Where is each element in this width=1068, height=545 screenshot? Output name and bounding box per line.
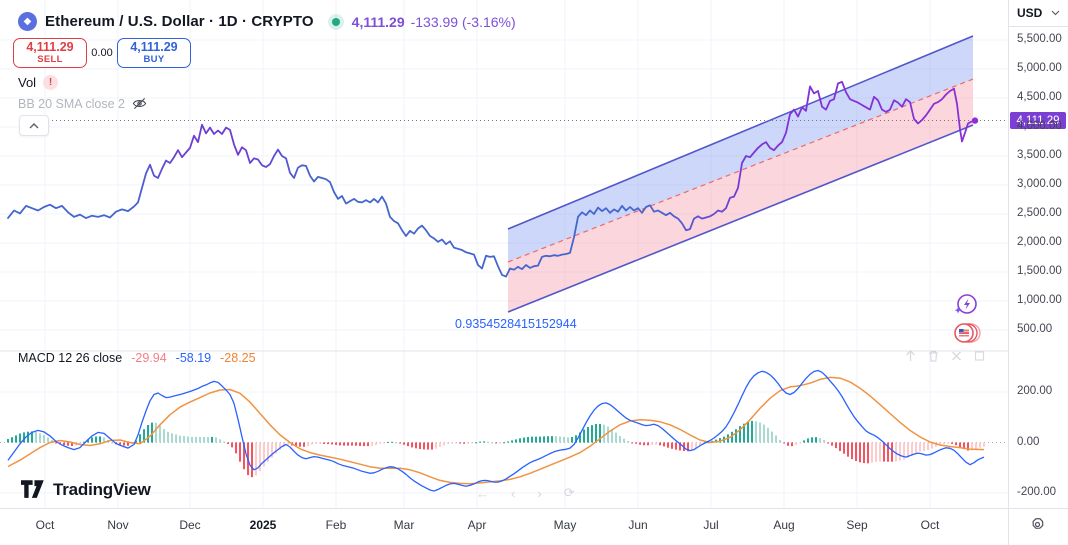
move-pane-up-icon[interactable] [905, 350, 916, 362]
eye-off-icon[interactable] [132, 96, 147, 111]
axis-settings-gear-icon[interactable] [1029, 516, 1046, 533]
price-tick-label: 5,500.00 [1017, 33, 1062, 45]
reset-chart-icon[interactable]: ⟳ [563, 485, 575, 500]
chevron-up-icon [29, 122, 39, 128]
axis-separator [1008, 509, 1009, 545]
price-tick-label: 500.00 [1017, 323, 1053, 335]
price-tick-label: 3,500.00 [1017, 149, 1062, 161]
chart-svg [0, 0, 1008, 508]
sell-button[interactable]: 4,111.29 SELL [13, 38, 87, 68]
last-price-value: 4,111.29 [351, 13, 405, 30]
time-axis-label: Apr [467, 518, 487, 532]
ethereum-logo-icon: ◆ [18, 12, 37, 31]
price-tick-label: 1,000.00 [1017, 294, 1062, 306]
time-axis-label: 2025 [249, 518, 277, 532]
step-forward-icon[interactable]: › [537, 485, 542, 501]
currency-label: USD [1017, 6, 1043, 20]
macd-signal-value: -28.25 [220, 351, 256, 365]
price-tick-label: 3,000.00 [1017, 178, 1062, 190]
macd-tick-label: 200.00 [1017, 385, 1053, 397]
time-axis-label: Feb [325, 518, 347, 532]
last-price-label: 4,111.29 [1010, 112, 1066, 129]
volume-warning-icon[interactable]: ! [43, 75, 59, 90]
price-tick-label: 4,000.00 [1017, 120, 1062, 132]
time-axis-label: Oct [35, 518, 55, 532]
buy-button[interactable]: 4,111.29 BUY [117, 38, 191, 68]
macd-legend[interactable]: MACD 12 26 close -29.94 -58.19 -28.25 [18, 351, 256, 365]
time-axis[interactable]: Oct Nov Dec 2025 Feb Mar Apr May Jun Jul Aug Sep Oct [0, 508, 1068, 545]
us-economic-events-icon[interactable] [952, 321, 981, 345]
price-tick-label: 2,000.00 [1017, 236, 1062, 248]
delete-pane-icon[interactable] [928, 350, 939, 362]
spark-lightning-icon[interactable] [952, 293, 981, 319]
chevron-down-icon [1051, 10, 1060, 16]
sell-price: 4,111.29 [26, 40, 74, 55]
bb-indicator-row[interactable]: BB 20 SMA close 2 [18, 96, 147, 111]
maximize-pane-icon[interactable] [974, 350, 985, 362]
spread-value: 0.00 [91, 47, 113, 59]
time-axis-label: Aug [773, 518, 795, 532]
price-tick-label: 2,500.00 [1017, 207, 1062, 219]
symbol-legend: ◆ Ethereum / U.S. Dollar · 1D · CRYPTO 4… [18, 12, 516, 31]
time-axis-label: May [553, 518, 577, 532]
time-axis-label: Sep [846, 518, 868, 532]
time-axis-label: Nov [107, 518, 129, 532]
macd-pane-controls [905, 350, 985, 362]
chart-nav-controls: ← ‹ › ⟳ [476, 485, 575, 501]
close-pane-icon[interactable] [951, 350, 962, 362]
quote-values: 4,111.29 -133.99 (-3.16%) [352, 14, 516, 30]
trade-panel: 4,111.29 SELL 0.00 4,111.29 BUY [13, 38, 191, 68]
time-axis-label: Oct [920, 518, 940, 532]
macd-tick-label: -200.00 [1017, 486, 1057, 498]
price-change-value: -133.99 (-3.16%) [410, 13, 516, 30]
macd-tick-label: 0.00 [1017, 435, 1040, 448]
tradingview-logo[interactable]: TradingView [21, 479, 151, 500]
buy-label: BUY [143, 53, 165, 65]
buy-price: 4,111.29 [130, 40, 178, 55]
bb-label: BB 20 SMA close 2 [18, 96, 126, 111]
macd-histogram-value: -29.94 [131, 351, 167, 365]
time-axis-label: Mar [393, 518, 415, 532]
channel-pearson-r[interactable]: 0.9354528415152944 [455, 317, 577, 331]
currency-selector[interactable]: USD [1009, 0, 1068, 27]
price-tick-label: 5,000.00 [1017, 62, 1062, 74]
chart-badges [952, 293, 981, 345]
collapse-pane-button[interactable] [19, 115, 49, 136]
macd-title: MACD 12 26 close [18, 351, 123, 365]
symbol-title[interactable]: Ethereum / U.S. Dollar · 1D · CRYPTO [45, 13, 314, 30]
tradingview-logo-text: TradingView [53, 479, 151, 499]
volume-label: Vol [18, 75, 37, 90]
price-scale[interactable]: USD 4,111.29 5,500.00 5,000.00 4,500.00 4,0… [1008, 0, 1068, 508]
time-axis-label: Jun [628, 518, 648, 532]
price-tick-label: 4,500.00 [1017, 91, 1062, 103]
time-axis-label: Jul [703, 518, 719, 532]
price-tick-label: 1,500.00 [1017, 265, 1062, 277]
market-open-dot-icon[interactable] [331, 17, 340, 26]
time-axis-label: Dec [179, 518, 201, 532]
volume-indicator-row[interactable]: Vol ! [18, 75, 59, 90]
sell-label: SELL [37, 53, 63, 65]
scroll-left-arrow-icon[interactable]: ← [476, 485, 489, 501]
tradingview-mark-icon [21, 480, 44, 498]
macd-line-value: -58.19 [175, 351, 212, 365]
step-back-icon[interactable]: ‹ [511, 485, 516, 501]
main-chart-canvas[interactable] [0, 0, 1008, 508]
